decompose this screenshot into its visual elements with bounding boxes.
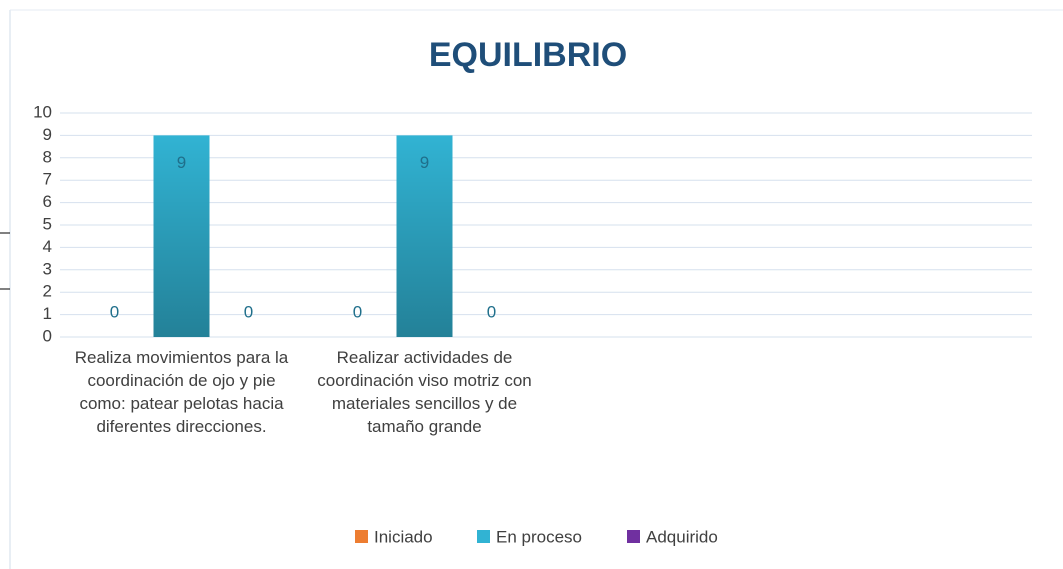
- y-tick-label: 1: [43, 304, 52, 323]
- y-tick-label: 6: [43, 192, 52, 211]
- legend-label: Iniciado: [374, 527, 433, 546]
- bar-shade: [153, 135, 210, 337]
- y-tick-label: 10: [33, 102, 52, 121]
- y-tick-label: 3: [43, 259, 52, 278]
- y-tick-label: 8: [43, 147, 52, 166]
- data-label: 0: [244, 302, 253, 321]
- data-label: 0: [487, 302, 496, 321]
- data-label: 9: [420, 153, 429, 172]
- legend-swatch: [477, 530, 490, 543]
- y-tick-label: 2: [43, 282, 52, 301]
- y-tick-label: 9: [43, 125, 52, 144]
- chart-title: EQUILIBRIO: [429, 36, 627, 74]
- y-tick-label: 5: [43, 214, 52, 233]
- bar-shade: [396, 135, 453, 337]
- legend-label: En proceso: [496, 527, 582, 546]
- data-label: 0: [353, 302, 362, 321]
- y-tick-label: 7: [43, 170, 52, 189]
- data-label: 9: [177, 153, 186, 172]
- legend-label: Adquirido: [646, 527, 718, 546]
- legend-swatch: [355, 530, 368, 543]
- y-tick-label: 4: [43, 237, 52, 256]
- data-label: 0: [110, 302, 119, 321]
- x-tick-label: Realiza movimientos para la coordinación…: [74, 348, 289, 436]
- legend-swatch: [627, 530, 640, 543]
- y-tick-label: 0: [43, 326, 52, 345]
- x-tick-label: Realizar actividades de coordinación vis…: [317, 348, 532, 436]
